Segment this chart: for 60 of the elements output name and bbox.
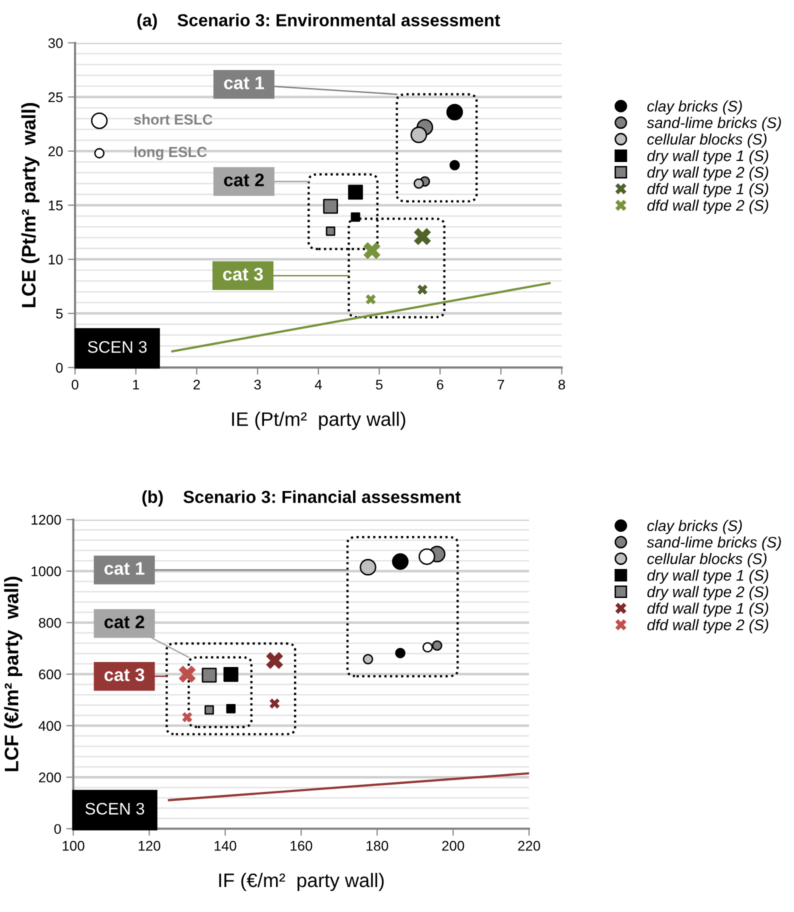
y-tick-label: 600	[39, 669, 61, 680]
annotation: cat 1	[104, 562, 144, 575]
legend-label: cellular blocks (S)	[647, 552, 766, 568]
x-tick-label: 8	[558, 380, 566, 390]
y-tick-label: 20	[48, 146, 63, 156]
annotation: cat 2	[224, 174, 264, 186]
legend-label: dry wall type 2 (S)	[647, 166, 768, 181]
y-tick-label: 5	[56, 308, 63, 319]
legend-label: cellular blocks (S)	[647, 133, 766, 148]
x-tick-label: 200	[442, 840, 464, 851]
y-tick-label: 800	[38, 618, 61, 628]
x-tick-label: 220	[518, 840, 540, 851]
x-tick-label: 5	[376, 380, 383, 390]
x-tick-label: 3	[254, 380, 261, 390]
legend-label: long ESLC	[134, 146, 207, 160]
legend-label: dry wall type 1 (S)	[647, 150, 768, 164]
annotation: cat 3	[223, 268, 263, 281]
y-tick-label: 15	[48, 200, 63, 210]
y-tick-label: 0	[56, 362, 63, 373]
legend-label: dfd wall type 1 (S)	[647, 183, 768, 198]
x-tick-label: 120	[138, 840, 160, 851]
legend-label: dry wall type 2 (S)	[647, 586, 768, 600]
legend-label: sand-lime bricks (S)	[646, 536, 781, 551]
legend-label: dfd wall type 2 (S)	[647, 619, 768, 634]
y-axis-title: LCF (€/m² party wall)	[4, 576, 22, 772]
annotation: cat 1	[224, 76, 264, 90]
x-tick-label: 1	[133, 380, 140, 390]
y-tick-label: 10	[48, 254, 63, 264]
y-tick-label: 1200	[32, 514, 61, 525]
series-label: SCEN 3	[85, 802, 144, 815]
x-tick-label: 180	[366, 840, 388, 851]
legend-label: dry wall type 1 (S)	[647, 570, 768, 584]
y-tick-label: 400	[38, 721, 61, 731]
y-tick-label: 30	[48, 38, 63, 48]
x-tick-label: 6	[436, 380, 444, 390]
legend-label: clay bricks (S)	[647, 100, 742, 115]
annotation: cat 2	[104, 616, 144, 628]
x-tick-label: 100	[62, 840, 84, 851]
y-tick-label: 1000	[32, 566, 61, 576]
legend-label: dfd wall type 2 (S)	[647, 200, 768, 214]
chart-title: (b) Scenario 3: Financial assessment	[142, 490, 461, 506]
y-tick-label: 0	[54, 824, 61, 834]
legend-label: clay bricks (S)	[647, 520, 742, 534]
x-axis-title: IF (€/m² party wall)	[219, 872, 384, 892]
x-tick-label: 7	[498, 380, 504, 390]
chart-title: (a) Scenario 3: Environmental assessment	[137, 14, 500, 30]
x-tick-label: 0	[72, 380, 78, 390]
x-tick-label: 4	[314, 380, 322, 390]
x-tick-label: 160	[290, 840, 312, 851]
y-tick-label: 200	[39, 772, 61, 782]
annotation: cat 3	[104, 668, 144, 682]
legend-label: short ESLC	[134, 114, 212, 125]
x-axis-title: IE (Pt/m² party wall)	[232, 412, 406, 430]
legend-label: sand-lime bricks (S)	[646, 116, 781, 132]
y-tick-label: 25	[48, 92, 63, 102]
x-tick-label: 2	[194, 380, 200, 390]
legend-label: dfd wall type 1 (S)	[647, 602, 768, 617]
y-axis-title: LCE (Pt/m² party wall)	[21, 102, 40, 308]
x-tick-label: 140	[214, 840, 236, 851]
series-label: SCEN 3	[88, 341, 147, 353]
